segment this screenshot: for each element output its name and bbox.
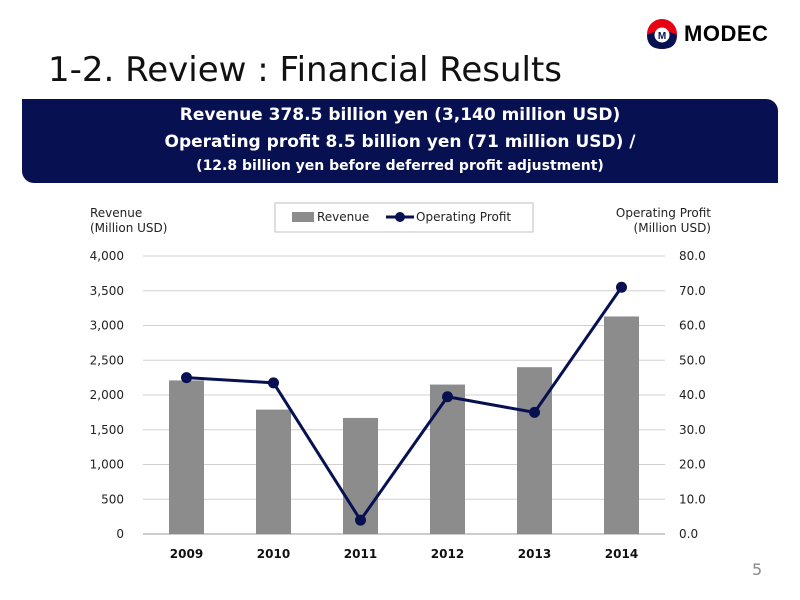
- grid-lines: [143, 255, 665, 535]
- x-axis-category-label: 2014: [605, 547, 638, 561]
- logo-wordmark: MODEC: [684, 21, 769, 46]
- right-axis-tick-label: 70.0: [679, 284, 706, 298]
- banner-revenue-line: Revenue 378.5 billion yen (3,140 million…: [179, 105, 621, 125]
- axis-ticks: 0 0.0 500 10.0 1,000 20.0 1,500 30.0 2,000 40.0 2,…: [90, 249, 706, 561]
- operating-profit-line: [186, 286, 623, 522]
- legend-revenue-label: Revenue: [317, 210, 369, 224]
- left-axis-tick-label: 4,000: [90, 249, 124, 263]
- left-axis-tick-label: 3,500: [90, 284, 124, 298]
- operating-profit-point-2013: [529, 406, 540, 418]
- x-axis-category-label: 2011: [344, 547, 377, 561]
- right-axis-tick-label: 50.0: [679, 353, 706, 367]
- right-axis-tick-label: 80.0: [679, 249, 706, 263]
- operating-profit-point-2009: [181, 372, 192, 384]
- left-axis-tick-label: 2,000: [90, 388, 124, 402]
- operating-profit-point-2011: [355, 514, 366, 526]
- legend-operating-profit-label: Operating Profit: [416, 210, 511, 224]
- right-axis-tick-label: 40.0: [679, 388, 706, 402]
- left-axis-tick-label: 3,000: [90, 319, 124, 333]
- left-axis-title-line1: Revenue: [90, 206, 142, 220]
- operating-profit-point-2012: [442, 391, 453, 403]
- revenue-bars: [169, 316, 639, 534]
- revenue-bar-2010: [256, 409, 291, 534]
- x-axis-category-label: 2012: [431, 547, 464, 561]
- summary-banner: Revenue 378.5 billion yen (3,140 million…: [22, 99, 778, 183]
- banner-adjustment-line: (12.8 billion yen before deferred profit…: [196, 158, 604, 174]
- legend-operating-profit-marker: [395, 212, 405, 222]
- operating-profit-point-2014: [616, 281, 627, 293]
- right-axis-title-line2: (Million USD): [634, 221, 711, 235]
- slide-title: 1-2. Review : Financial Results: [48, 50, 562, 90]
- logo-letter: M: [658, 31, 666, 42]
- right-axis-tick-label: 60.0: [679, 319, 706, 333]
- revenue-bar-2014: [604, 316, 639, 534]
- banner-operating-profit-line: Operating profit 8.5 billion yen (71 mil…: [164, 132, 636, 152]
- x-axis-category-label: 2013: [518, 547, 551, 561]
- modec-logo-mark-icon: M: [647, 19, 677, 49]
- left-axis-tick-label: 0: [116, 527, 124, 541]
- operating-profit-line-series: [181, 281, 627, 526]
- left-axis-tick-label: 1,000: [90, 458, 124, 472]
- right-axis-tick-label: 10.0: [679, 492, 706, 506]
- left-axis-title-line2: (Million USD): [90, 221, 167, 235]
- right-axis-title-line1: Operating Profit: [616, 206, 711, 220]
- revenue-bar-2009: [169, 380, 204, 534]
- chart-legend: Revenue Operating Profit: [274, 202, 534, 233]
- x-axis-category-label: 2010: [257, 547, 290, 561]
- revenue-bar-2012: [430, 384, 465, 534]
- x-axis-category-label: 2009: [170, 547, 203, 561]
- left-axis-tick-label: 1,500: [90, 423, 124, 437]
- page-number: 5: [752, 560, 763, 579]
- right-axis-tick-label: 20.0: [679, 458, 706, 472]
- operating-profit-point-2010: [268, 377, 279, 389]
- modec-logo: M MODEC: [646, 16, 782, 52]
- legend-revenue-swatch: [292, 212, 314, 222]
- left-axis-tick-label: 2,500: [90, 353, 124, 367]
- right-axis-tick-label: 0.0: [679, 527, 698, 541]
- left-axis-tick-label: 500: [101, 492, 124, 506]
- right-axis-tick-label: 30.0: [679, 423, 706, 437]
